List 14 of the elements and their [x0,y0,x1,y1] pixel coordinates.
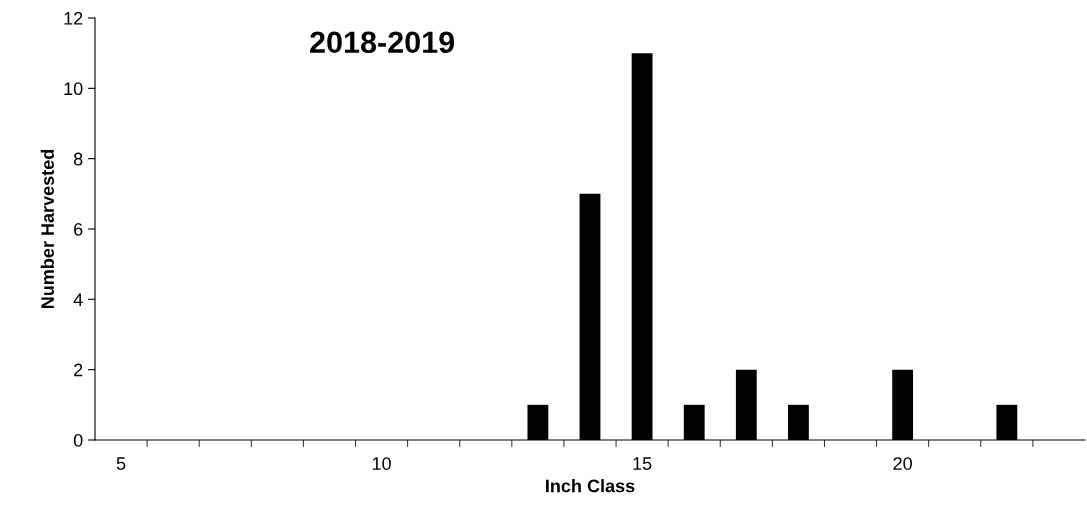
x-tick-label: 15 [633,457,652,470]
y-tick-label: 10 [64,82,83,96]
chart-title: 2018-2019 [310,31,455,54]
x-tick-label: 20 [893,457,912,470]
y-tick-label: 12 [64,11,83,25]
x-tick-label: 5 [116,457,126,470]
y-tick-label: 0 [73,433,83,447]
x-tick-label: 10 [372,457,391,470]
y-tick-label: 6 [74,222,83,236]
y-axis-title: Number Harvested [40,149,54,309]
y-tick-label: 2 [74,363,83,377]
y-tick-label: 8 [73,152,83,166]
y-tick-label: 4 [73,293,83,306]
x-axis-title: Inch Class [546,479,635,493]
